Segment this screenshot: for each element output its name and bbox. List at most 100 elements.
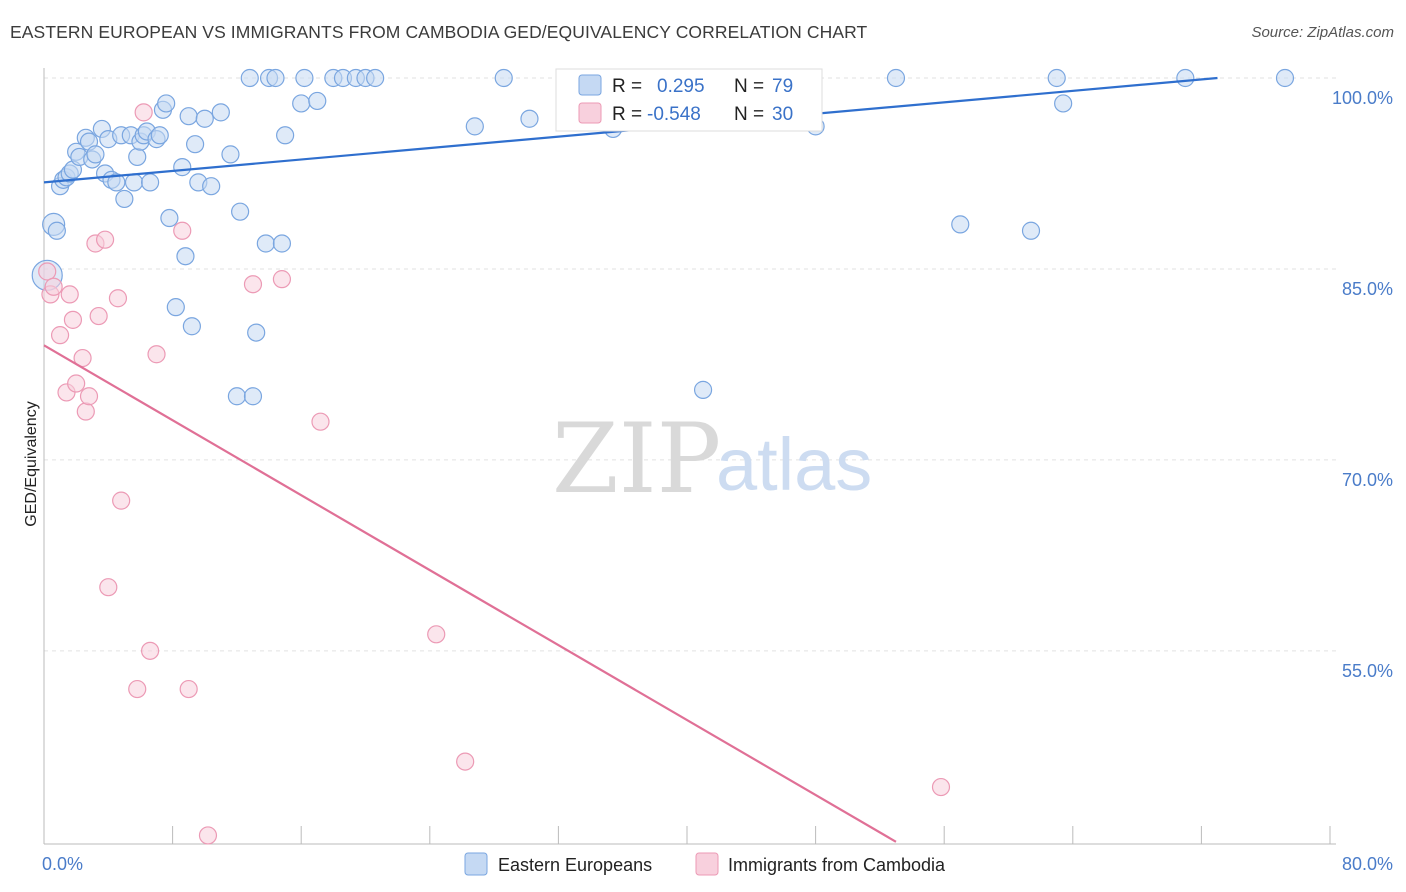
point-series-0-43 (221, 145, 240, 164)
point-series-0-54 (292, 94, 311, 113)
legend-r-value-2: -0.548 (647, 104, 701, 125)
series-swatch-eastern-europeans (464, 852, 488, 876)
point-series-0-68 (693, 380, 713, 399)
point-series-0-46 (240, 68, 259, 88)
point-series-1-19 (140, 641, 160, 660)
point-series-0-47 (243, 387, 263, 406)
point-series-0-34 (173, 158, 192, 177)
point-series-0-36 (179, 107, 198, 126)
point-series-0-40 (195, 109, 214, 128)
point-series-1-15 (108, 289, 128, 308)
point-series-0-18 (107, 173, 126, 192)
point-series-1-13 (95, 230, 115, 249)
point-series-1-23 (198, 826, 218, 845)
series-swatch-cambodia (695, 852, 719, 876)
point-series-0-23 (128, 147, 147, 167)
trend-line-1 (43, 344, 897, 843)
legend-swatch-eastern-europeans (578, 74, 602, 96)
point-series-0-37 (182, 317, 201, 336)
legend-r-value-1: 0.295 (657, 76, 705, 97)
point-series-1-14 (99, 578, 118, 597)
point-series-0-75 (1176, 68, 1195, 88)
point-series-1-3 (50, 326, 70, 345)
point-series-0-32 (160, 208, 179, 228)
point-series-1-29 (931, 777, 951, 797)
point-series-1-18 (134, 103, 153, 122)
point-series-0-45 (231, 202, 250, 221)
gridlines (44, 77, 1336, 652)
point-series-0-42 (211, 103, 230, 122)
point-series-0-35 (176, 247, 195, 266)
point-series-1-20 (147, 345, 166, 364)
point-series-0-73 (1047, 68, 1066, 88)
point-series-0-72 (1021, 221, 1041, 240)
legend-n-value-1: 79 (772, 76, 793, 97)
legend-n-label-1: N = (734, 76, 764, 97)
point-series-0-76 (1275, 68, 1295, 88)
point-series-1-21 (173, 221, 192, 240)
legend-n-value-2: 30 (772, 104, 793, 125)
point-series-0-63 (494, 68, 513, 88)
correlation-legend: R = 0.295 N = 79 R = -0.548 N = 30 (555, 68, 823, 132)
point-series-1-7 (67, 374, 86, 393)
chart-title: EASTERN EUROPEAN VS IMMIGRANTS FROM CAMB… (10, 22, 868, 42)
series-legend: Eastern Europeans Immigrants from Cambod… (464, 852, 946, 876)
point-series-1-27 (427, 625, 446, 644)
watermark-zip: ZIP (552, 403, 721, 515)
y-tick-label-1: 85.0% (1342, 279, 1393, 299)
point-series-0-71 (951, 215, 970, 234)
point-series-0-33 (166, 298, 185, 317)
legend-r-label-2: R = (612, 104, 642, 125)
point-series-0-44 (227, 387, 246, 406)
y-tick-label-3: 55.0% (1342, 661, 1393, 681)
point-series-1-17 (128, 679, 147, 699)
point-series-0-61 (366, 68, 385, 88)
point-series-0-49 (256, 234, 275, 253)
y-axis-label: GED/Equivalency (23, 401, 40, 526)
point-series-1-5 (60, 285, 79, 304)
point-series-0-31 (157, 94, 176, 113)
point-series-1-16 (112, 491, 131, 510)
x-tick-label-max: 80.0% (1342, 854, 1393, 874)
axes (43, 68, 1336, 845)
point-series-0-41 (202, 177, 221, 196)
point-series-0-27 (140, 173, 160, 192)
y-tick-label-2: 70.0% (1342, 470, 1393, 490)
watermark-atlas: atlas (716, 423, 872, 506)
point-series-0-48 (247, 323, 266, 342)
point-series-1-9 (76, 402, 95, 421)
tick-labels: 100.0% 85.0% 70.0% 55.0% 0.0% 80.0% (42, 88, 1393, 874)
y-tick-label-0: 100.0% (1332, 88, 1393, 108)
point-series-0-2 (47, 221, 66, 240)
point-series-0-51 (266, 68, 285, 88)
point-series-0-74 (1054, 94, 1073, 113)
source-label: Source: ZipAtlas.com (1251, 24, 1394, 41)
point-series-0-29 (150, 126, 169, 145)
point-series-0-52 (272, 234, 292, 253)
point-series-1-26 (311, 412, 330, 431)
point-series-1-12 (89, 306, 108, 326)
point-series-0-38 (186, 135, 205, 154)
point-series-1-0 (38, 262, 57, 281)
point-series-0-55 (295, 68, 314, 88)
watermark: ZIP atlas (552, 403, 872, 515)
point-series-0-13 (86, 145, 105, 164)
series-label-cambodia: Immigrants from Cambodia (728, 855, 946, 875)
point-series-0-70 (886, 68, 906, 88)
legend-r-label-1: R = (612, 76, 642, 97)
point-series-1-10 (79, 387, 99, 406)
point-series-0-56 (308, 91, 327, 111)
point-series-1-6 (63, 310, 83, 329)
point-series-0-53 (276, 126, 295, 145)
point-series-1-25 (272, 270, 292, 289)
x-tick-label-min: 0.0% (42, 854, 83, 874)
data-points (31, 68, 1295, 845)
series-label-eastern-europeans: Eastern Europeans (498, 855, 652, 875)
point-series-1-2 (44, 277, 63, 296)
point-series-1-22 (179, 679, 198, 699)
legend-swatch-cambodia (578, 102, 602, 124)
point-series-0-64 (520, 109, 539, 128)
point-series-0-20 (115, 189, 134, 209)
point-series-0-62 (465, 117, 484, 136)
